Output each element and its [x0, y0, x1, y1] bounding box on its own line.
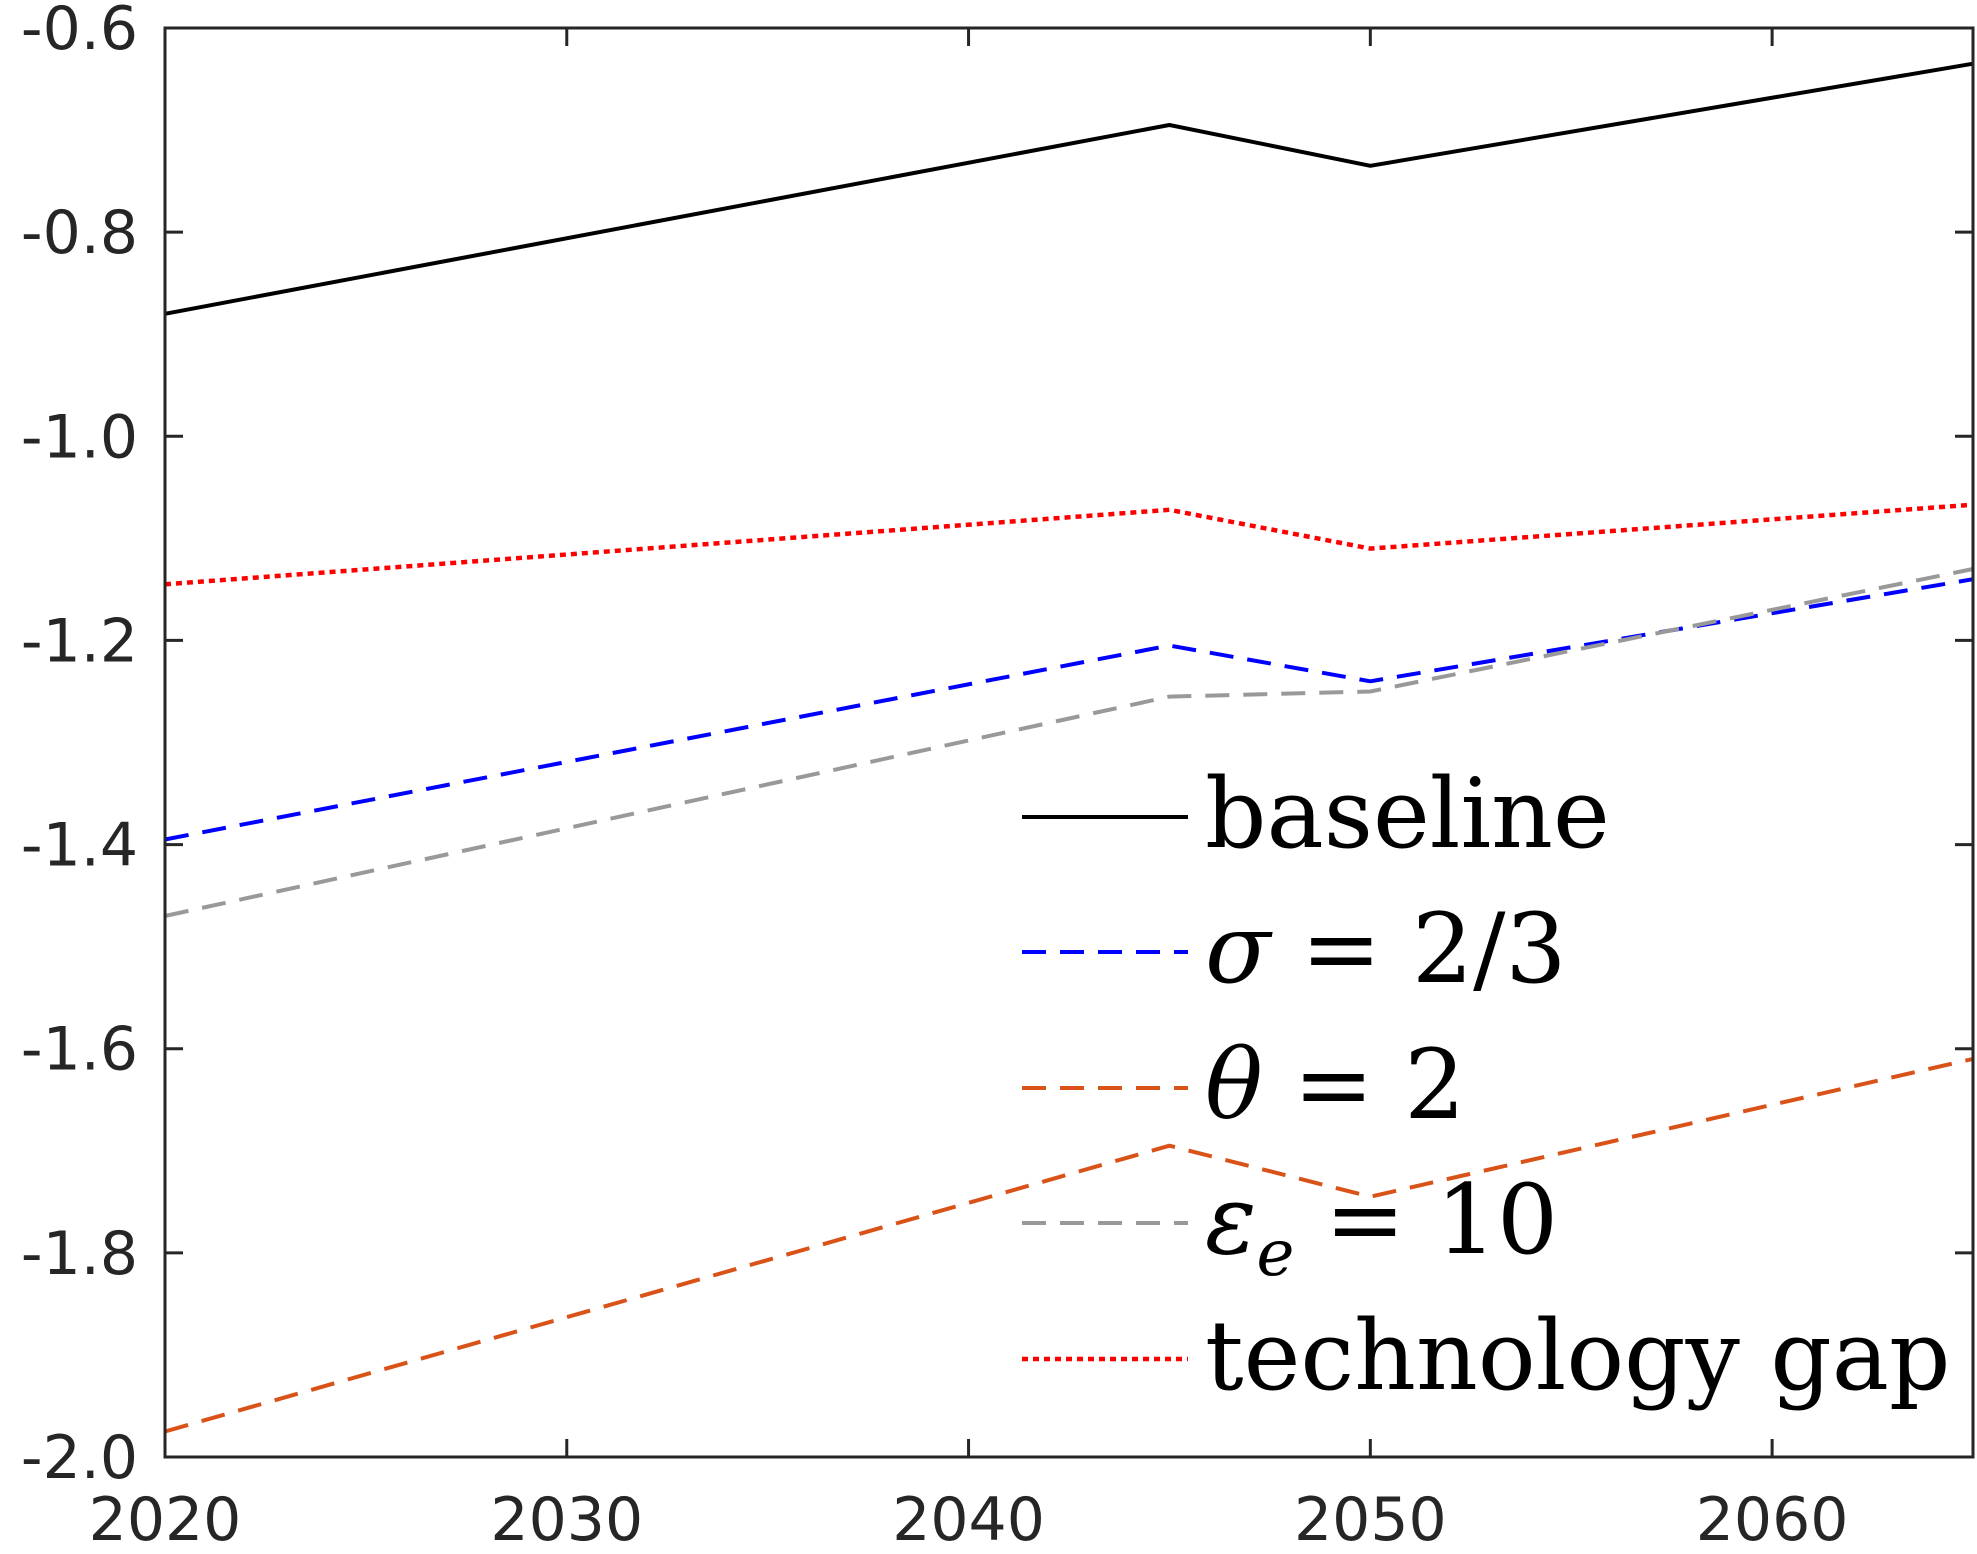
series-line-2	[164, 1056, 1974, 1434]
series-layer	[164, 61, 1974, 1434]
series-line-3	[164, 567, 1974, 918]
legend-label-0: baseline	[1205, 758, 1610, 870]
y-tick-label: -2.0	[21, 1423, 138, 1493]
legend-label-3: εe = 10	[1205, 1164, 1558, 1291]
series-line-0	[164, 61, 1974, 316]
x-tick-label: 2030	[490, 1485, 643, 1554]
legend-label-4: technology gap	[1205, 1300, 1950, 1412]
y-tick-label: -0.6	[21, 0, 138, 64]
ticks-layer: 2020 2030 2040 2050 2060 -2.0 -1.8 -1.6 -1.4 -1.2…	[21, 0, 1973, 1554]
x-tick-label: 2020	[89, 1485, 242, 1554]
legend-label-2: θ = 2	[1205, 1029, 1465, 1141]
series-line-4	[164, 502, 1974, 587]
series-line-1	[164, 577, 1974, 842]
x-tick-label: 2060	[1696, 1485, 1849, 1554]
y-tick-label: -1.4	[21, 811, 138, 881]
x-tick-label: 2050	[1294, 1485, 1447, 1554]
legend-label-1: σ = 2/3	[1205, 893, 1567, 1005]
y-tick-label: -1.0	[21, 402, 138, 472]
y-tick-label: -1.6	[21, 1015, 138, 1085]
y-tick-label: -1.8	[21, 1219, 138, 1289]
x-tick-label: 2040	[892, 1485, 1045, 1554]
axes-box	[163, 26, 1975, 1459]
y-tick-label: -1.2	[21, 606, 138, 676]
y-tick-label: -0.8	[21, 198, 138, 268]
